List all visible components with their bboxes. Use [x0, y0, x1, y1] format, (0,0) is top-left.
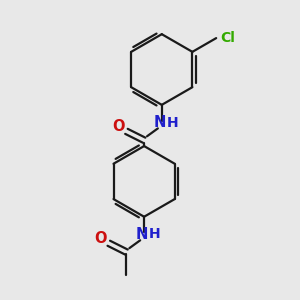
Text: N: N [154, 115, 166, 130]
Text: Cl: Cl [220, 31, 235, 45]
Text: H: H [167, 116, 178, 130]
Text: O: O [95, 231, 107, 246]
Text: O: O [112, 119, 125, 134]
Text: H: H [149, 227, 161, 242]
Text: N: N [136, 227, 148, 242]
